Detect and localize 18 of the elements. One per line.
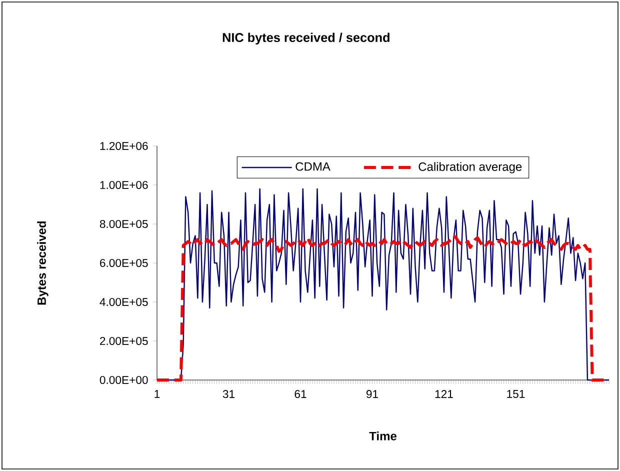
y-tick-label: 2.00E+05	[100, 336, 148, 346]
legend-label: CDMA	[296, 162, 330, 171]
x-axis-title: Time	[369, 432, 397, 440]
chart-title: NIC bytes received / second	[222, 32, 390, 45]
y-tick-label: 6.00E+05	[100, 258, 148, 268]
y-tick-label: 1.00E+06	[100, 180, 148, 190]
legend-label: Calibration average	[418, 162, 522, 174]
y-tick-label: 0.00E+00	[100, 376, 148, 384]
y-tick-label: 8.00E+05	[100, 220, 148, 228]
x-tick-label: 151	[507, 390, 525, 398]
y-tick-label: 4.00E+05	[100, 298, 148, 306]
x-tick-label: 91	[366, 390, 378, 398]
y-axis-title: Bytes received	[37, 221, 48, 305]
x-tick-label: 1	[154, 390, 160, 398]
x-tick-label: 121	[435, 390, 453, 398]
x-tick-label: 31	[222, 390, 234, 398]
x-tick-label: 61	[294, 390, 306, 398]
y-tick-label: 1.20E+06	[100, 142, 148, 150]
